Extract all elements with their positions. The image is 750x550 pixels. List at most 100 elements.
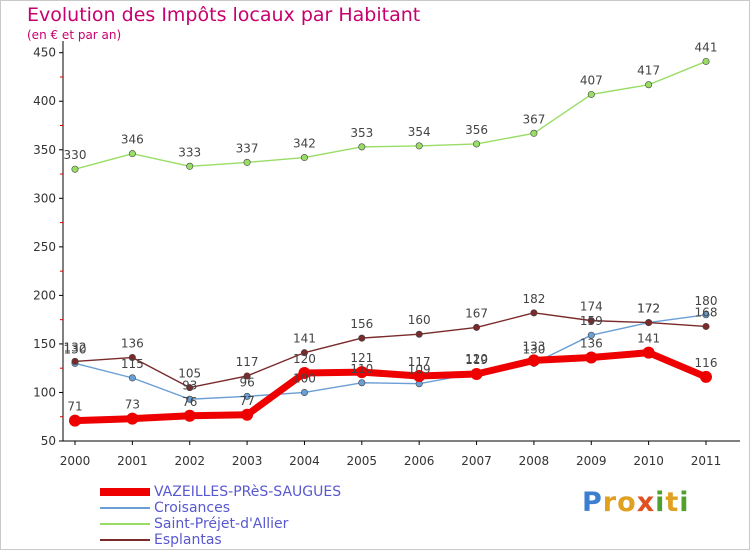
- data-point: [530, 309, 538, 317]
- data-label: 100: [293, 371, 316, 385]
- data-label: 141: [637, 332, 660, 346]
- data-label: 367: [522, 112, 545, 126]
- x-tick-label: 2006: [404, 454, 435, 468]
- data-point: [702, 311, 710, 319]
- data-label: 180: [695, 294, 718, 308]
- series-line-1: [74, 314, 707, 400]
- data-point: [587, 90, 595, 98]
- data-point: [527, 354, 540, 367]
- data-label: 76: [182, 395, 197, 409]
- data-label: 172: [637, 302, 660, 316]
- data-point: [358, 334, 366, 342]
- data-point: [243, 158, 251, 166]
- data-label: 353: [350, 126, 373, 140]
- logo-letter: r: [602, 487, 618, 518]
- data-point: [128, 354, 136, 362]
- data-label: 93: [182, 378, 197, 392]
- legend-label: Esplantas: [154, 532, 222, 548]
- series-line-0: [71, 349, 710, 425]
- data-point: [241, 408, 254, 421]
- legend-swatch: [100, 507, 150, 509]
- legend-item: Esplantas: [100, 532, 341, 548]
- data-point: [702, 57, 710, 65]
- data-point: [183, 409, 196, 422]
- data-label: 96: [239, 375, 254, 389]
- x-tick-label: 2001: [117, 454, 148, 468]
- data-label: 160: [408, 313, 431, 327]
- data-label: 105: [178, 367, 201, 381]
- logo-letter: P: [582, 487, 603, 518]
- data-point: [530, 129, 538, 137]
- data-label: 117: [408, 355, 431, 369]
- logo-letter: i: [679, 487, 690, 518]
- data-label: 156: [350, 317, 373, 331]
- data-point: [473, 140, 481, 148]
- data-label: 121: [350, 351, 373, 365]
- data-point: [415, 142, 423, 150]
- data-point: [300, 154, 308, 162]
- data-label: 136: [121, 337, 144, 351]
- x-tick-label: 2007: [461, 454, 492, 468]
- y-tick-label: 400: [33, 94, 56, 108]
- data-point: [126, 412, 139, 425]
- y-tick-label: 300: [33, 191, 56, 205]
- data-label: 130: [64, 342, 87, 356]
- legend-item: Saint-Préjet-d'Allier: [100, 516, 341, 532]
- data-label: 141: [293, 332, 316, 346]
- data-label: 132: [64, 340, 87, 354]
- data-label: 120: [465, 352, 488, 366]
- data-point: [645, 81, 653, 89]
- data-label: 120: [293, 352, 316, 366]
- data-point: [355, 366, 368, 379]
- data-point: [186, 384, 194, 392]
- data-point: [243, 392, 251, 400]
- data-point: [243, 372, 251, 380]
- data-label: 354: [408, 125, 431, 139]
- legend-item: VAZEILLES-PRèS-SAUGUES: [100, 484, 341, 500]
- y-tick-label: 250: [33, 240, 56, 254]
- legend-swatch: [100, 523, 150, 525]
- y-tick-label: 50: [41, 434, 56, 448]
- data-label: 346: [121, 133, 144, 147]
- data-point: [71, 357, 79, 365]
- data-label: 133: [522, 339, 545, 353]
- data-label: 182: [522, 292, 545, 306]
- x-tick-label: 2009: [576, 454, 607, 468]
- data-point: [415, 330, 423, 338]
- legend-item: Croisances: [100, 500, 341, 516]
- legend-label: VAZEILLES-PRèS-SAUGUES: [154, 484, 342, 500]
- legend-swatch: [100, 539, 150, 541]
- data-point: [587, 317, 595, 325]
- y-tick-label: 100: [33, 385, 56, 399]
- data-point: [587, 331, 595, 339]
- data-label: 168: [695, 305, 718, 319]
- chart-title: Evolution des Impôts locaux par Habitant: [27, 4, 421, 26]
- x-tick-label: 2010: [633, 454, 664, 468]
- data-label: 136: [580, 337, 603, 351]
- data-label: 73: [125, 398, 140, 412]
- x-tick-label: 2005: [347, 454, 378, 468]
- x-tick-label: 2000: [60, 454, 91, 468]
- data-label: 417: [637, 64, 660, 78]
- data-point: [702, 322, 710, 330]
- data-label: 337: [236, 141, 259, 155]
- data-label: 130: [522, 342, 545, 356]
- x-tick-label: 2002: [174, 454, 205, 468]
- data-point: [642, 346, 655, 359]
- data-point: [69, 414, 81, 427]
- data-label: 110: [350, 362, 373, 376]
- data-label: 333: [178, 145, 201, 159]
- data-point: [186, 395, 194, 403]
- logo-letter: o: [617, 487, 637, 518]
- data-point: [358, 379, 366, 387]
- y-tick-label: 200: [33, 288, 56, 302]
- x-tick-label: 2004: [289, 454, 320, 468]
- logo-letter: i: [655, 487, 666, 518]
- logo-letter: t: [665, 487, 680, 518]
- data-label: 109: [408, 363, 431, 377]
- chart-subtitle: (en € et par an): [27, 28, 122, 42]
- x-tick-label: 2008: [519, 454, 550, 468]
- data-point: [470, 368, 483, 381]
